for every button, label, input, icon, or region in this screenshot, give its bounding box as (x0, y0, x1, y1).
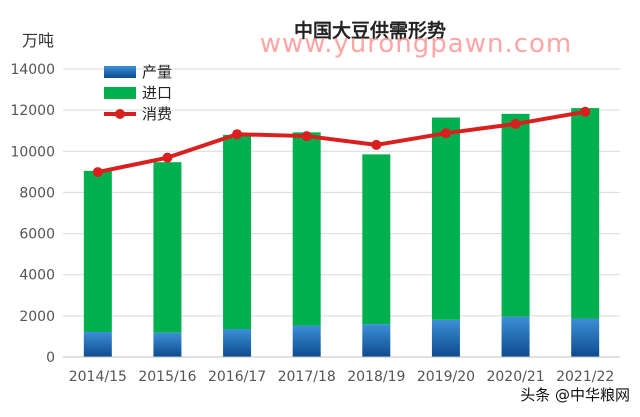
consumption-point (92, 167, 103, 178)
x-axis: 2014/15 2015/16 2016/17 2017/18 2018/19 2019/… (63, 356, 620, 385)
x-tick-label: 2018/19 (347, 369, 405, 385)
watermark: www.yurongpawn.com (260, 29, 573, 59)
bar-production (83, 332, 112, 357)
bar-import (223, 134, 252, 330)
y-axis-label: 万吨 (22, 31, 54, 50)
y-axis: 0 2000 4000 6000 8000 10000 12000 14000 (10, 62, 55, 366)
consumption-line-path (97, 109, 586, 175)
consumption-point (510, 118, 521, 129)
legend-swatch-production (104, 66, 136, 78)
bar-production (571, 318, 600, 357)
y-tick-label: 2000 (19, 309, 55, 325)
bar-import (501, 113, 530, 317)
consumption-point (371, 139, 382, 150)
y-tick-label: 14000 (10, 62, 55, 78)
bar-production (362, 324, 391, 357)
bar-import (571, 108, 600, 319)
bar-production (501, 316, 530, 357)
y-tick-label: 4000 (19, 268, 55, 284)
legend-label: 消费 (142, 105, 172, 123)
bars (83, 108, 600, 357)
y-tick-label: 10000 (10, 144, 55, 160)
y-tick-label: 0 (46, 350, 55, 366)
legend-label: 产量 (142, 63, 172, 81)
consumption-line (92, 106, 591, 178)
consumption-point (580, 106, 591, 117)
bar-import (83, 170, 112, 333)
bar-production (223, 329, 252, 357)
legend-label: 进口 (142, 84, 172, 102)
bar-production (431, 319, 460, 357)
attribution: 头条 @中华粮网 (520, 386, 630, 404)
x-tick-label: 2017/18 (278, 369, 336, 385)
x-tick-label: 2015/16 (138, 369, 196, 385)
bar-import (362, 154, 391, 325)
consumption-point (232, 129, 243, 140)
bar-import (153, 162, 182, 333)
bar-production (292, 325, 321, 357)
y-tick-label: 12000 (10, 103, 55, 119)
legend-marker-consumption (115, 109, 125, 119)
y-tick-label: 8000 (19, 185, 55, 201)
consumption-point (440, 128, 451, 139)
legend-swatch-import (104, 87, 136, 99)
chart-title: 中国大豆供需形势 (294, 19, 446, 42)
x-tick-label: 2020/21 (486, 369, 544, 385)
consumption-point (301, 131, 312, 142)
x-tick-label: 2021/22 (556, 369, 614, 385)
bar-production (153, 332, 182, 357)
x-tick-label: 2016/17 (208, 369, 266, 385)
bar-import (292, 132, 321, 326)
bar-import (431, 117, 460, 320)
x-tick-label: 2019/20 (417, 369, 475, 385)
consumption-point (162, 152, 173, 163)
y-tick-label: 6000 (19, 227, 55, 243)
x-tick-label: 2014/15 (69, 369, 127, 385)
